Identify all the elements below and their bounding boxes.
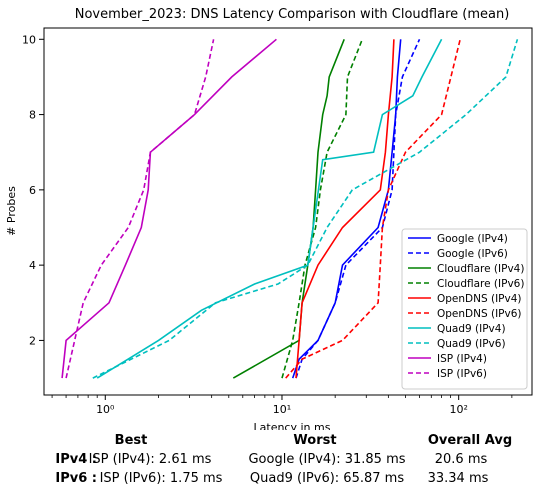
ipv4-row-label: IPv4 : [55,452,97,467]
ipv6-avg-value: 33.34 ms [427,471,489,486]
best-header: Best [114,433,148,448]
axis-layer: 10⁰ 10¹ 10² 2 4 6 8 10 [22,33,513,416]
legend-label-google-ipv6: Google (IPv6) [437,248,508,260]
chart-title: November_2023: DNS Latency Comparison wi… [75,7,510,22]
y-tick-label: 4 [29,259,36,272]
legend: Google (IPv4) Google (IPv6) Cloudflare (IP… [401,228,528,390]
ipv4-worst-value: Google (IPv4): 31.85 ms [248,452,406,467]
legend-label-google-ipv4: Google (IPv4) [437,233,508,245]
x-axis-label: Latency in ms [254,421,331,430]
series-line-isp-ipv6 [65,39,215,379]
legend-box [401,228,528,390]
series-line-cloudflare-ipv6 [281,39,364,379]
legend-label-cloudflare-ipv4: Cloudflare (IPv4) [437,263,524,275]
y-tick-label: 6 [29,184,36,197]
overall-avg-header: Overall Avg [427,433,513,448]
y-axis-label: # Probes [5,186,18,236]
dns-latency-chart: November_2023: DNS Latency Comparison wi… [5,7,533,430]
legend-label-opendns-ipv6: OpenDNS (IPv6) [437,308,522,320]
x-tick-label: 10¹ [273,403,291,416]
plot-frame [43,27,533,396]
summary-stats: Best Worst Overall Avg IPv4 : ISP (IPv4)… [0,430,548,494]
series-line-quad9-ipv6 [92,39,519,379]
y-tick-label: 8 [29,109,36,122]
series-line-opendns-ipv6 [285,39,461,379]
series-line-opendns-ipv4 [295,39,395,379]
legend-label-isp-ipv4: ISP (IPv4) [437,353,487,365]
series-line-quad9-ipv4 [96,38,443,379]
legend-label-opendns-ipv4: OpenDNS (IPv4) [437,293,522,305]
y-tick-label: 10 [22,33,36,46]
series-line-cloudflare-ipv4 [232,39,345,379]
ipv6-row-label: IPv6 : [55,471,97,486]
ipv6-worst-value: Quad9 (IPv6): 65.87 ms [249,471,405,486]
ipv4-best-value: ISP (IPv4): 2.61 ms [88,452,212,467]
x-tick-label: 10⁰ [96,403,115,416]
ipv6-best-value: ISP (IPv6): 1.75 ms [99,471,223,486]
ipv4-avg-value: 20.6 ms [434,452,488,467]
series-layer [61,38,519,379]
series-line-isp-ipv4 [61,38,277,379]
worst-header: Worst [293,433,337,448]
y-tick-label: 2 [29,334,36,347]
legend-label-quad9-ipv6: Quad9 (IPv6) [437,338,506,350]
x-tick-label: 10² [449,403,467,416]
legend-label-isp-ipv6: ISP (IPv6) [437,368,487,380]
legend-label-quad9-ipv4: Quad9 (IPv4) [437,323,506,335]
legend-label-cloudflare-ipv6: Cloudflare (IPv6) [437,278,524,290]
